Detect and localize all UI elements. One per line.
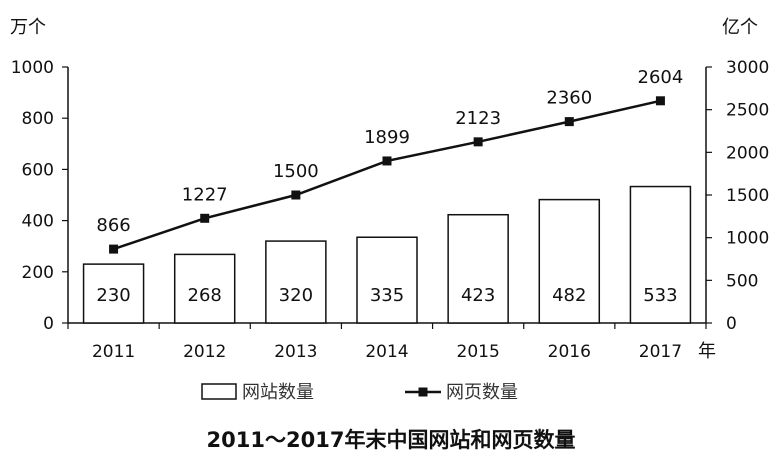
x-tick-label: 2015: [457, 342, 500, 362]
bar: [629, 185, 692, 324]
line-value-label: 2123: [455, 108, 501, 129]
bar-value-label: 423: [461, 285, 495, 306]
x-tick-label: 2011: [92, 342, 135, 362]
right-axis-unit: 亿个: [722, 17, 758, 38]
chart-title: 2011～2017年末中国网站和网页数量: [207, 428, 576, 452]
bar-value-label: 268: [188, 285, 222, 306]
left-tick-label: 800: [22, 109, 54, 129]
line-marker: [291, 190, 301, 200]
legend-line-label: 网页数量: [446, 382, 518, 403]
line-marker: [382, 156, 392, 166]
left-tick-label: 600: [22, 160, 54, 180]
legend-line-marker: [418, 387, 428, 397]
line-value-label: 1227: [182, 184, 228, 205]
line-marker: [200, 213, 210, 223]
bar: [265, 240, 327, 324]
legend-bar-swatch: [201, 383, 237, 400]
left-tick-label: 1000: [11, 58, 54, 78]
x-axis-unit: 年: [698, 341, 716, 362]
right-tick-label: 2000: [726, 143, 769, 163]
line-value-label: 1500: [273, 161, 319, 182]
x-tick-label: 2017: [639, 342, 682, 362]
left-tick-label: 200: [22, 263, 54, 283]
legend: 网站数量 网页数量: [201, 382, 518, 403]
right-tick-label: 500: [726, 271, 758, 291]
left-axis-unit: 万个: [10, 17, 46, 38]
bar: [82, 263, 145, 324]
bar: [173, 253, 236, 324]
bars: 230 268 320 335 423 482 533: [82, 185, 692, 324]
right-tick-label: 0: [726, 314, 737, 334]
line-series: 866 1227 1500 1899 2123 2360 2604: [96, 67, 683, 254]
bar-value-label: 335: [370, 285, 404, 306]
line-value-label: 866: [96, 215, 130, 236]
bar: [447, 213, 509, 324]
bar: [538, 198, 601, 324]
x-tick-label: 2013: [274, 342, 317, 362]
right-tick-label: 2500: [726, 101, 769, 121]
right-tick-label: 1500: [726, 186, 769, 206]
legend-bar-label: 网站数量: [242, 382, 314, 403]
left-tick-label: 0: [43, 314, 54, 334]
right-tick-label: 1000: [726, 229, 769, 249]
line-value-label: 2604: [638, 67, 684, 88]
bar: [356, 236, 418, 324]
axes: 0 200 400 600 800 1000 0 500 1000 1500 2000 2500 300…: [11, 58, 770, 362]
line-marker: [109, 244, 119, 254]
bar-value-label: 320: [279, 285, 313, 306]
bar-value-label: 533: [643, 285, 677, 306]
line-marker: [655, 96, 665, 106]
x-tick-label: 2016: [548, 342, 591, 362]
line-marker: [564, 117, 574, 127]
x-tick-label: 2012: [183, 342, 226, 362]
right-tick-label: 3000: [726, 58, 769, 78]
bar-value-label: 230: [96, 285, 130, 306]
line-value-label: 2360: [546, 88, 592, 109]
x-tick-label: 2014: [365, 342, 408, 362]
line-marker: [473, 137, 483, 147]
left-tick-label: 400: [22, 212, 54, 232]
bar-value-label: 482: [552, 285, 586, 306]
line-value-label: 1899: [364, 127, 410, 148]
